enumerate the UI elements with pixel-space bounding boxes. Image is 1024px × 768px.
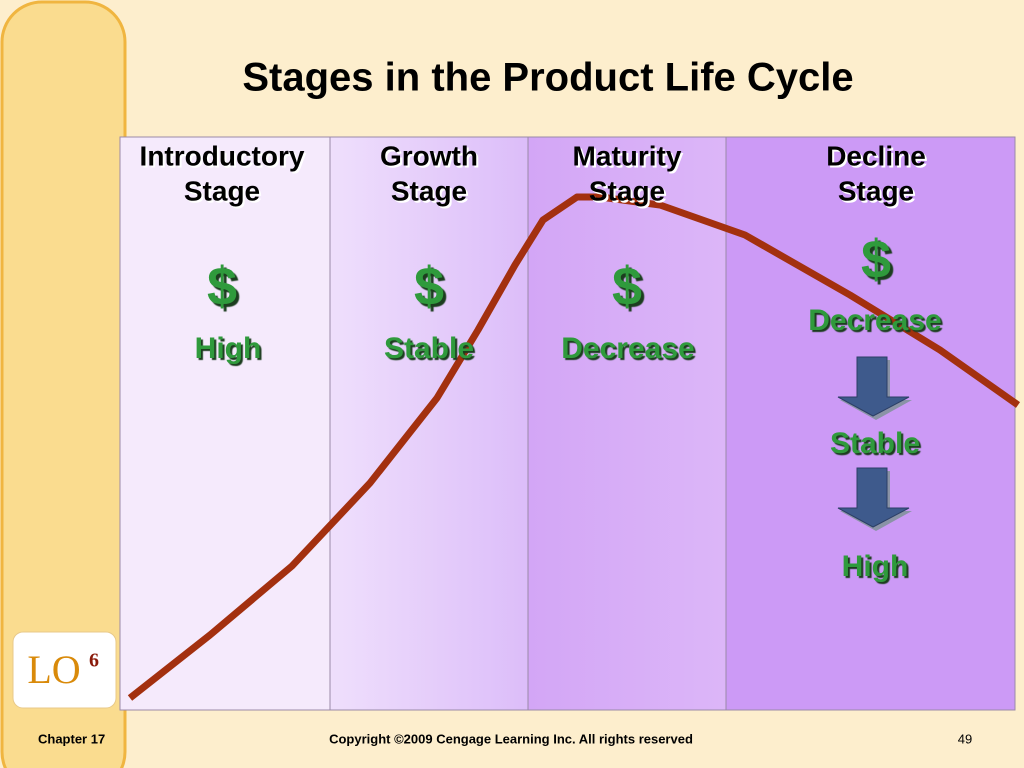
- stage-heading: Stage: [589, 175, 665, 206]
- page-number: 49: [958, 731, 972, 746]
- stage-heading: Stage: [391, 175, 467, 206]
- down-arrow: [837, 356, 912, 420]
- column: [330, 137, 528, 710]
- stage-heading: Stage: [184, 175, 260, 206]
- price-label: Stable: [384, 332, 474, 365]
- badge-text: LO: [27, 647, 80, 692]
- dollar-sign: $: [612, 256, 642, 316]
- footer-chapter: Chapter 17: [38, 731, 105, 746]
- dollar-sign: $: [861, 229, 891, 289]
- column: [528, 137, 726, 710]
- badge-superscript: 6: [89, 650, 99, 672]
- stage-heading: Maturity: [573, 140, 682, 171]
- price-label: Decrease: [808, 304, 941, 337]
- stage-heading: Stage: [838, 175, 914, 206]
- down-arrow: [837, 467, 912, 531]
- dollar-sign: $: [207, 256, 237, 316]
- life-cycle-curve: [127, 193, 1021, 701]
- column: [726, 137, 1015, 710]
- lo-badge: LO 6: [12, 631, 117, 709]
- price-label: High: [195, 332, 262, 365]
- price-label: Decrease: [561, 332, 694, 365]
- stage-heading: Decline: [826, 140, 926, 171]
- dollar-sign: $: [414, 256, 444, 316]
- stage-panel: [119, 136, 1016, 711]
- stage-heading: Growth: [380, 140, 478, 171]
- column: [120, 137, 330, 710]
- price-label: Stable: [830, 427, 920, 460]
- price-label: High: [842, 550, 909, 583]
- stage-heading: Introductory: [140, 140, 305, 171]
- badge-box: [12, 631, 117, 709]
- panel-border: [119, 136, 1016, 711]
- footer-copyright: Copyright ©2009 Cengage Learning Inc. Al…: [329, 731, 693, 746]
- slide-title: Stages in the Product Life Cycle: [242, 56, 853, 100]
